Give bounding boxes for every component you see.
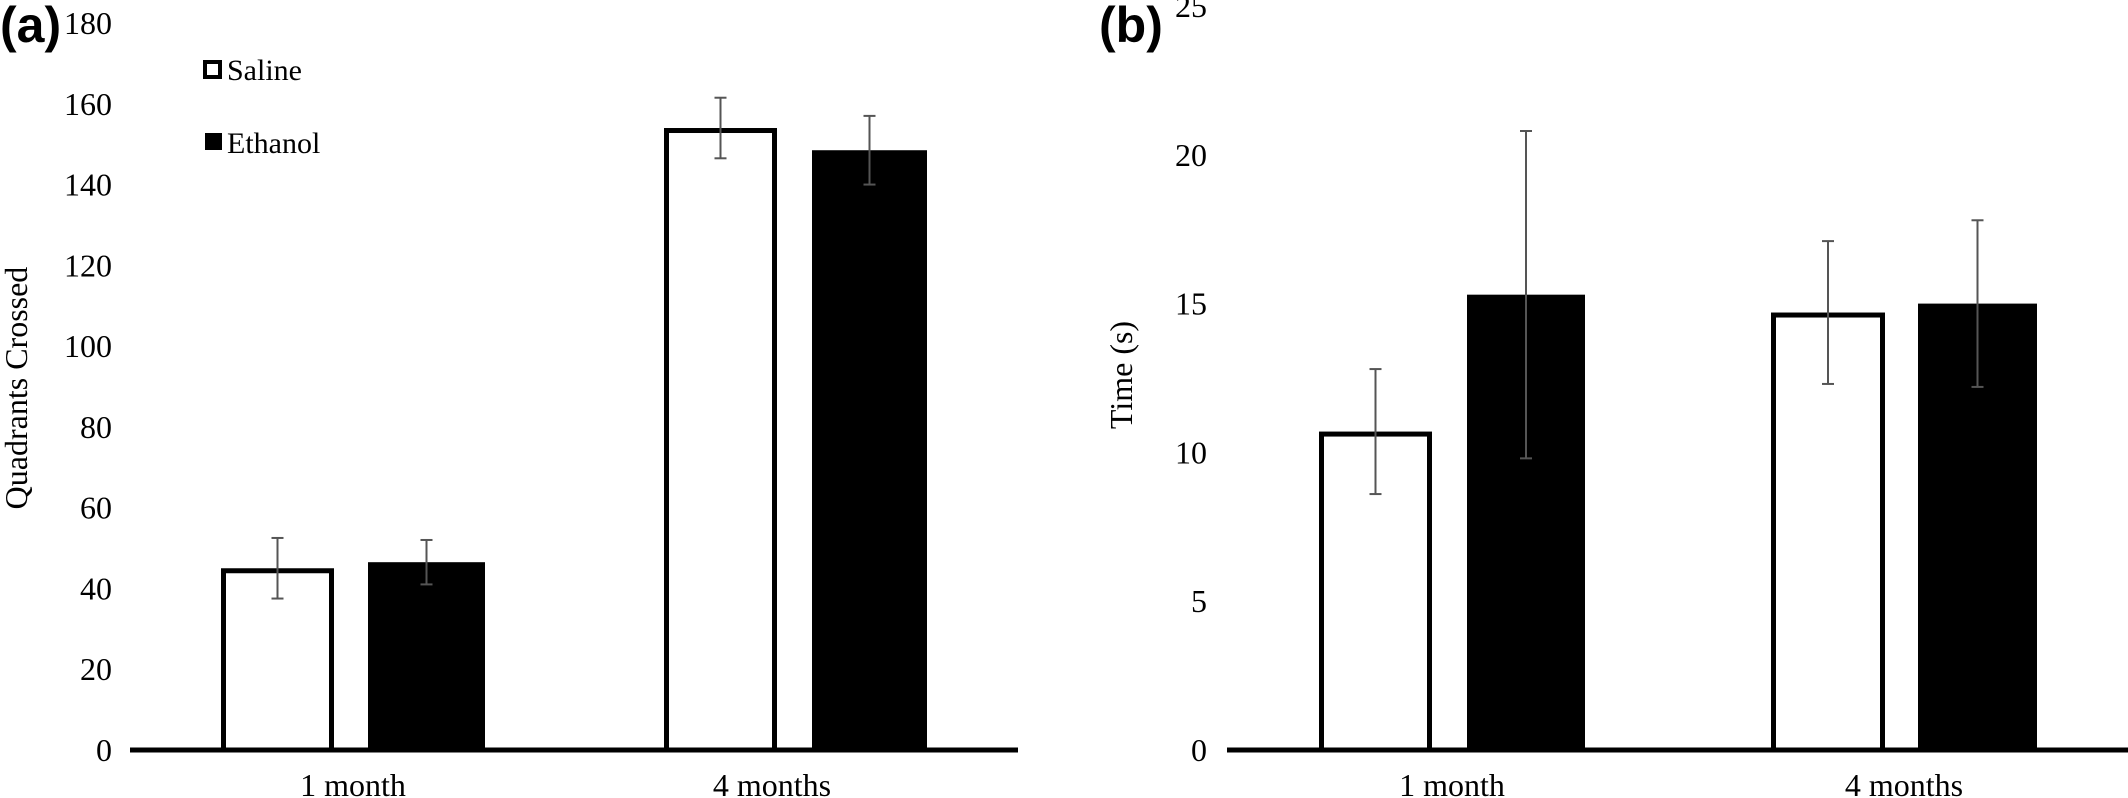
y-tick-label: 120 <box>64 247 112 283</box>
panel-a-y-axis-label: Quadrants Crossed <box>0 267 34 510</box>
y-tick-label: 0 <box>96 732 112 768</box>
error-bar-ethanol-1 <box>863 114 876 186</box>
panel-b-y-axis-label: Time (s) <box>1103 321 1139 429</box>
x-category-label: 1 month <box>1399 767 1505 798</box>
x-category-label: 4 months <box>1845 767 1963 798</box>
panel-b-chart: (b) Time (s) 0 5 10 15 20 25 1 month 4 months <box>1099 0 2128 798</box>
y-tick-label: 5 <box>1191 583 1207 619</box>
y-tick-label: 20 <box>1175 137 1207 173</box>
legend: Saline Ethanol <box>203 54 320 160</box>
y-tick-label: 40 <box>80 570 112 606</box>
bar-saline-1 <box>664 128 777 753</box>
y-tick-label: 100 <box>64 328 112 364</box>
y-tick-label: 60 <box>80 490 112 526</box>
error-bar-saline-1 <box>1822 240 1834 385</box>
bar-ethanol-1 <box>812 150 927 751</box>
panel-a-chart: (a) Quadrants Crossed Saline Ethanol 0 20… <box>0 0 1018 798</box>
error-bar-saline-0 <box>271 536 284 600</box>
legend-saline-label: Saline <box>227 54 302 87</box>
y-tick-label: 80 <box>80 409 112 445</box>
panel-b-label: (b) <box>1099 0 1163 53</box>
error-bar-ethanol-1 <box>1971 219 1984 388</box>
y-tick-label: 180 <box>64 5 112 41</box>
y-tick-label: 15 <box>1175 286 1207 322</box>
y-tick-label: 140 <box>64 167 112 203</box>
legend-saline-swatch <box>203 60 222 79</box>
y-tick-label: 25 <box>1175 0 1207 24</box>
panel-a-label: (a) <box>0 0 61 53</box>
y-tick-label: 10 <box>1175 434 1207 470</box>
legend-ethanol-swatch <box>205 133 222 150</box>
error-bar-ethanol-0 <box>420 538 433 586</box>
bar-ethanol-0 <box>368 562 485 750</box>
legend-ethanol-label: Ethanol <box>227 127 320 160</box>
y-tick-label: 160 <box>64 86 112 122</box>
bar-saline-0 <box>221 568 334 753</box>
x-category-label: 4 months <box>713 767 831 798</box>
error-bar-saline-1 <box>714 96 727 160</box>
error-bar-ethanol-0 <box>1520 129 1532 460</box>
x-category-label: 1 month <box>300 767 406 798</box>
error-bar-saline-0 <box>1369 368 1382 496</box>
y-tick-label: 0 <box>1191 732 1207 768</box>
y-tick-label: 20 <box>80 651 112 687</box>
